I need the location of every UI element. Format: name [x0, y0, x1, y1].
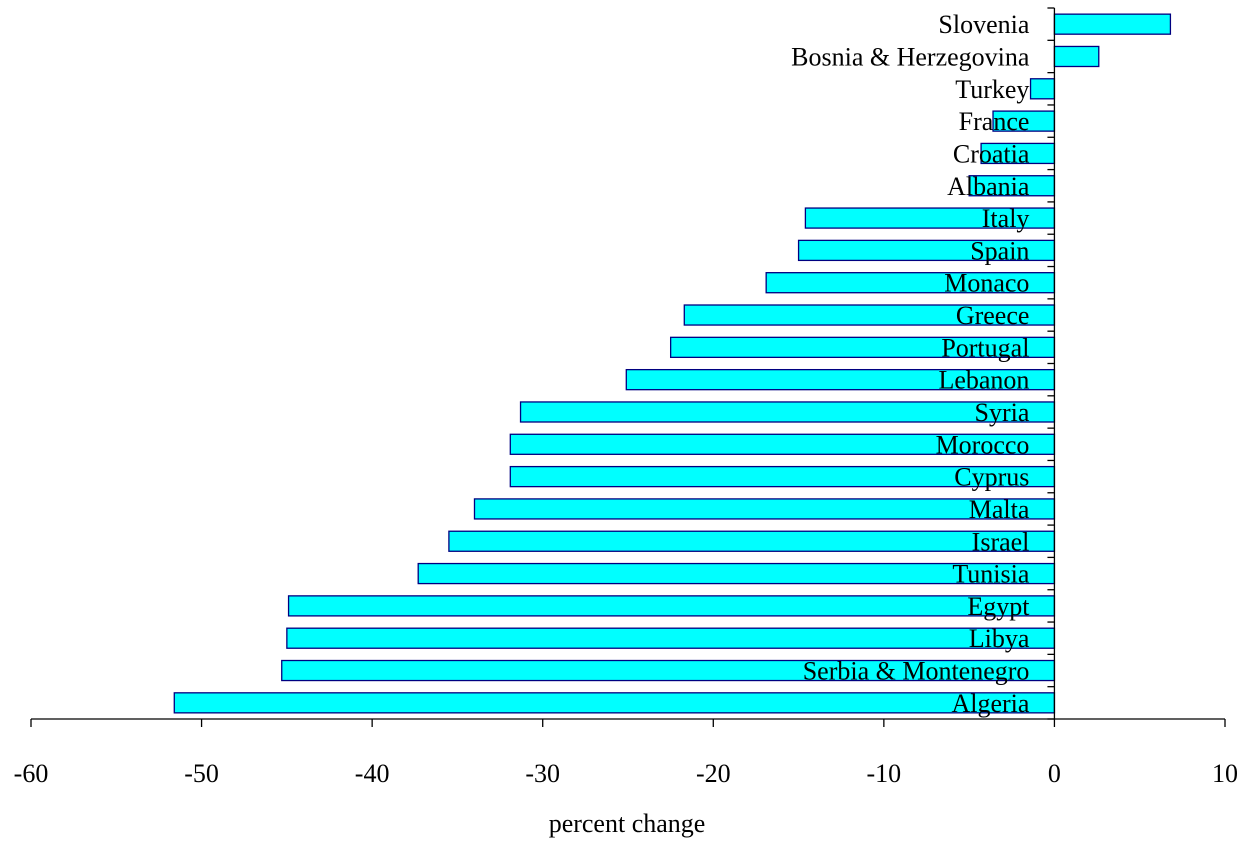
x-tick-label: 10	[1212, 759, 1238, 788]
axis-layer: -60 -50 -40 -30 -20 -10 0 10	[14, 7, 1238, 788]
category-label: France	[959, 107, 1030, 136]
category-label: Slovenia	[938, 10, 1029, 39]
x-tick-label: -10	[867, 759, 902, 788]
x-tick-label: -50	[184, 759, 219, 788]
category-label: Israel	[972, 527, 1030, 556]
bar-algeria	[173, 692, 1056, 714]
category-label: Albania	[947, 172, 1030, 201]
bars-layer	[173, 13, 1172, 714]
x-tick-label: -40	[355, 759, 390, 788]
bar-israel	[448, 530, 1056, 552]
x-axis-title: percent change	[549, 809, 706, 838]
category-label: Algeria	[951, 689, 1029, 718]
category-label: Italy	[982, 204, 1030, 233]
category-label: Greece	[956, 301, 1030, 330]
x-tick-label: -30	[525, 759, 560, 788]
category-label: Monaco	[944, 269, 1029, 298]
category-label: Spain	[970, 236, 1029, 265]
category-label: Egypt	[967, 592, 1030, 621]
category-label: Syria	[975, 398, 1030, 427]
labels-layer: Slovenia Bosnia & Herzegovina Turkey France…	[791, 10, 1030, 718]
bar-malta	[473, 498, 1056, 520]
category-label: Tunisia	[952, 560, 1030, 589]
bar-turkey	[1029, 78, 1056, 100]
bar-slovenia	[1053, 13, 1172, 35]
bar-libya	[286, 627, 1056, 649]
category-label: Lebanon	[938, 366, 1029, 395]
category-label: Malta	[969, 495, 1030, 524]
category-label: Morocco	[936, 430, 1030, 459]
category-label: Croatia	[953, 139, 1030, 168]
bar-bosnia-herzegovina	[1053, 45, 1100, 68]
category-label: Portugal	[941, 333, 1029, 362]
bar-egypt	[287, 595, 1056, 617]
x-tick-label: 0	[1048, 759, 1061, 788]
category-label: Bosnia & Herzegovina	[791, 42, 1030, 71]
x-tick-label: -20	[696, 759, 731, 788]
category-label: Libya	[969, 624, 1030, 653]
category-label: Cyprus	[954, 463, 1029, 492]
category-label: Serbia & Montenegro	[803, 657, 1030, 686]
x-tick-label: -60	[14, 759, 49, 788]
category-label: Turkey	[955, 75, 1029, 104]
